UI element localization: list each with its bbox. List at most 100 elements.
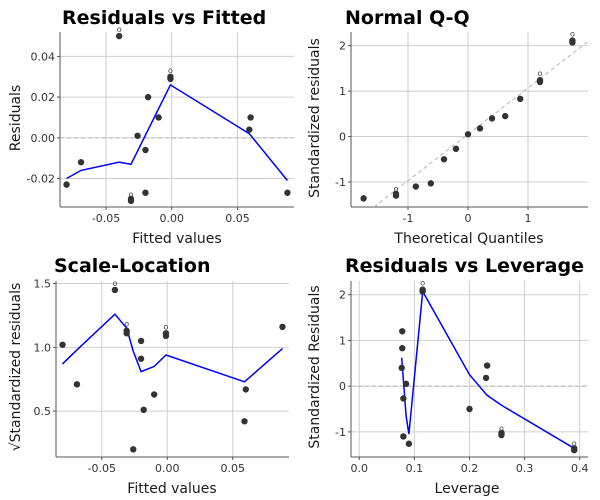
- y-tick-label: 0.02: [31, 91, 56, 104]
- y-tick-label: 1.0: [34, 341, 52, 354]
- data-point: [111, 286, 119, 294]
- x-tick-label: 0.2: [461, 462, 479, 475]
- panel-3-grid: -0.05 0.00 0.05 0.5 1.0 1.5: [34, 278, 289, 475]
- panel-3-x-axis-label: Fitted values: [127, 481, 216, 497]
- panel-1-title: Residuals vs Fitted: [62, 7, 266, 29]
- data-point: [162, 330, 170, 337]
- panel-1-y-axis-label: Residuals: [8, 85, 24, 151]
- point-label: o: [394, 185, 399, 194]
- data-point: [440, 156, 448, 163]
- panel-1-x-axis-label: Fitted values: [132, 231, 221, 247]
- panel-2-grid: -1 0 1 -1 0 1 2: [335, 32, 588, 225]
- data-point: [284, 189, 291, 196]
- data-point: [466, 405, 473, 413]
- panel-3-title: Scale-Location: [54, 255, 210, 277]
- x-tick-label: 0.0: [351, 462, 369, 475]
- data-point: [517, 95, 524, 103]
- data-point: [134, 132, 141, 139]
- panel-1-grid: -0.05 0.00 0.05 -0.02 0.00 0.02 0.04: [27, 32, 294, 225]
- data-point: [155, 114, 162, 121]
- data-point: [392, 192, 400, 199]
- point-label: o: [124, 320, 129, 329]
- panel-2-y-axis-label: Standardized residuals: [307, 38, 323, 198]
- x-tick-label: 1: [525, 212, 532, 225]
- x-tick-label: -0.05: [92, 212, 120, 225]
- x-tick-label: 0.00: [159, 212, 184, 225]
- y-tick-label: 0: [339, 131, 346, 144]
- data-point: [279, 323, 286, 331]
- x-tick-label: 0.05: [225, 212, 250, 225]
- data-point: [498, 431, 505, 439]
- data-point: [483, 362, 491, 369]
- data-point: [77, 159, 85, 166]
- point-label: o: [570, 30, 575, 39]
- panel-4-y-axis-label: Standardized Residuals: [307, 285, 323, 448]
- y-tick-label: 0.5: [34, 405, 52, 418]
- data-point: [167, 73, 174, 80]
- x-tick-label: 0.3: [516, 462, 534, 475]
- panel-normal-qq: Normal Q-Q -1 0 1 -1 0 1 2 o o o Theoretical Qua…: [307, 7, 589, 247]
- data-point: [63, 181, 70, 188]
- data-point: [130, 446, 137, 453]
- data-point: [242, 386, 250, 393]
- data-point: [127, 195, 135, 203]
- data-point: [115, 32, 123, 40]
- data-point: [142, 146, 149, 154]
- x-tick-label: 0.00: [155, 462, 180, 475]
- data-point: [412, 183, 419, 190]
- data-point: [360, 195, 367, 202]
- point-label: o: [117, 25, 122, 34]
- point-label: o: [112, 279, 117, 288]
- y-tick-label: 2: [339, 289, 346, 302]
- data-point: [464, 131, 472, 138]
- smoother-line: [400, 289, 575, 449]
- y-tick-label: 1: [339, 85, 346, 98]
- data-point: [247, 114, 254, 121]
- panel-4-marks: o o o: [351, 279, 588, 454]
- x-tick-label: 0.4: [571, 462, 589, 475]
- data-point: [569, 37, 576, 44]
- data-point: [502, 112, 509, 120]
- x-tick-label: 0.05: [220, 462, 245, 475]
- point-label: o: [164, 322, 169, 331]
- x-tick-label: 0: [465, 212, 472, 225]
- panel-residuals-vs-fitted: Residuals vs Fitted -0.05 0.00 0.05 -0.02 0.…: [8, 7, 294, 247]
- panel-1-marks: o o o: [60, 25, 294, 205]
- panel-2-marks: o o o: [360, 30, 589, 208]
- data-point: [137, 337, 145, 345]
- y-tick-label: 1: [339, 334, 346, 347]
- panel-3-marks: o o o: [59, 279, 286, 453]
- y-tick-label: -1: [335, 426, 346, 439]
- data-point: [488, 115, 496, 122]
- point-label: o: [572, 439, 577, 448]
- data-point: [150, 391, 158, 398]
- point-label: o: [420, 279, 425, 288]
- data-point: [427, 180, 434, 187]
- y-tick-label: 2: [339, 40, 346, 53]
- x-tick-label: 0.1: [406, 462, 424, 475]
- panel-4-grid: 0.0 0.1 0.2 0.3 0.4 -1 0 1 2: [335, 281, 588, 475]
- data-point: [73, 381, 81, 388]
- y-tick-label: -1: [335, 176, 346, 189]
- data-point: [402, 380, 410, 388]
- data-point: [571, 446, 578, 454]
- panel-4-x-axis-label: Leverage: [435, 481, 500, 497]
- y-tick-label: 0.04: [31, 50, 56, 63]
- data-point: [536, 76, 544, 84]
- data-point: [452, 145, 460, 153]
- y-tick-label: 0: [339, 380, 346, 393]
- panel-2-x-axis-label: Theoretical Quantiles: [393, 231, 543, 247]
- data-point: [399, 345, 406, 352]
- qq-reference-line: [373, 41, 589, 208]
- data-point: [400, 433, 407, 440]
- x-tick-label: -1: [403, 212, 414, 225]
- panel-residuals-vs-leverage: Residuals vs Leverage 0.0 0.1 0.2 0.3 0.4-10…: [307, 255, 588, 497]
- data-point: [59, 341, 66, 348]
- data-point: [399, 328, 406, 335]
- point-label: o: [129, 190, 134, 199]
- point-label: o: [168, 66, 173, 75]
- data-point: [400, 395, 407, 402]
- data-point: [405, 440, 413, 447]
- point-label: o: [499, 424, 504, 433]
